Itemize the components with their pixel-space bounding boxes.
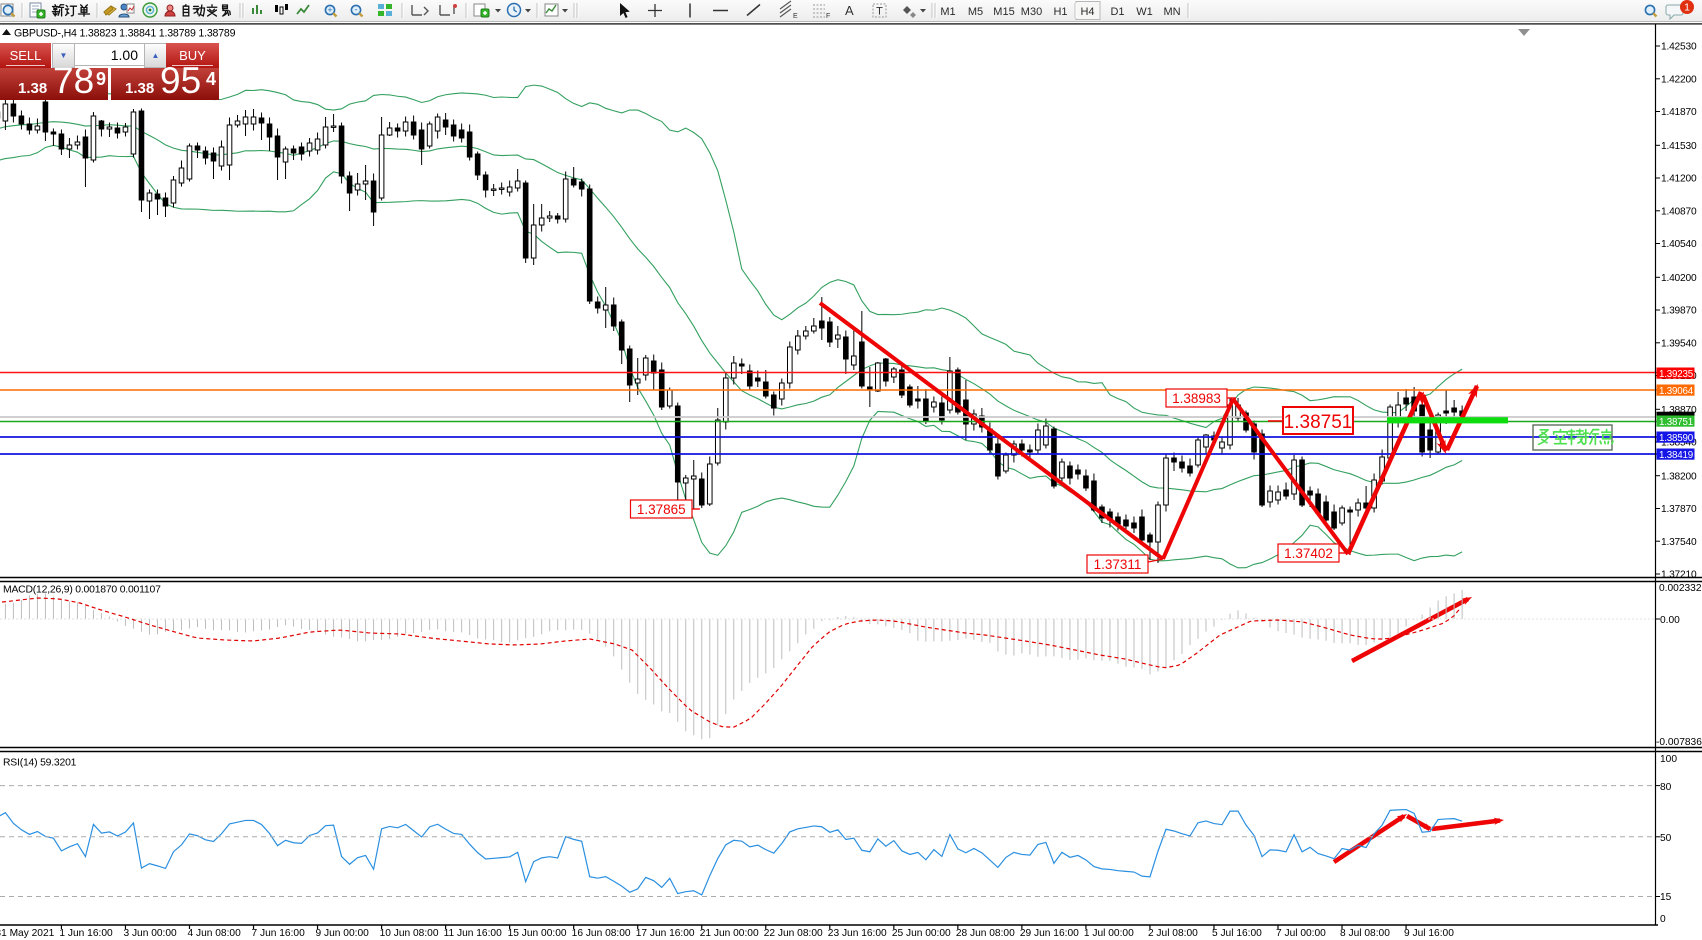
svg-text:1.38751: 1.38751: [1659, 417, 1693, 428]
svg-text:M15: M15: [993, 6, 1014, 18]
svg-text:A: A: [845, 3, 854, 18]
svg-text:22 Jun 08:00: 22 Jun 08:00: [764, 928, 823, 939]
svg-text:1.37402: 1.37402: [1284, 546, 1333, 561]
svg-text:1.40200: 1.40200: [1661, 273, 1697, 284]
svg-text:11 Jun 16:00: 11 Jun 16:00: [444, 928, 502, 939]
svg-text:1 Jun 16:00: 1 Jun 16:00: [59, 928, 113, 939]
svg-text:9 Jun 00:00: 9 Jun 00:00: [316, 928, 370, 939]
svg-text:1.38200: 1.38200: [1661, 471, 1697, 482]
svg-text:MACD(12,26,9) 0.001870 0.00110: MACD(12,26,9) 0.001870 0.001107: [3, 585, 161, 596]
svg-text:MN: MN: [1163, 6, 1180, 18]
svg-text:E: E: [793, 13, 798, 20]
svg-text:10 Jun 08:00: 10 Jun 08:00: [380, 928, 439, 939]
svg-text:1.39064: 1.39064: [1659, 386, 1694, 397]
svg-text:16 Jun 08:00: 16 Jun 08:00: [572, 928, 631, 939]
svg-text:1.38870: 1.38870: [1661, 405, 1697, 416]
svg-text:1.42200: 1.42200: [1661, 74, 1697, 85]
svg-text:M5: M5: [968, 6, 983, 18]
svg-text:H4: H4: [1080, 6, 1094, 18]
svg-text:17 Jun 16:00: 17 Jun 16:00: [636, 928, 695, 939]
svg-text:15: 15: [1660, 892, 1672, 903]
svg-text:1.40870: 1.40870: [1661, 206, 1697, 217]
svg-text:23 Jun 16:00: 23 Jun 16:00: [828, 928, 887, 939]
svg-text:0.002332: 0.002332: [1659, 583, 1702, 594]
svg-text:1.39235: 1.39235: [1659, 369, 1694, 380]
svg-text:31 May 2021: 31 May 2021: [0, 928, 55, 939]
svg-text:9 Jul 16:00: 9 Jul 16:00: [1404, 928, 1454, 939]
svg-text:1.37865: 1.37865: [637, 502, 686, 517]
svg-text:1.37870: 1.37870: [1661, 504, 1697, 515]
svg-text:1 Jul 00:00: 1 Jul 00:00: [1084, 928, 1134, 939]
svg-text:+: +: [327, 5, 332, 15]
svg-text:1.41870: 1.41870: [1661, 107, 1697, 118]
svg-text:1.37210: 1.37210: [1661, 570, 1697, 581]
svg-text:M1: M1: [940, 6, 955, 18]
svg-text:GBPUSD-,H4 1.38823 1.38841 1.: GBPUSD-,H4 1.38823 1.38841 1.38789 1.387…: [14, 28, 236, 40]
svg-text:1.39870: 1.39870: [1661, 306, 1697, 317]
svg-text:5 Jul 16:00: 5 Jul 16:00: [1212, 928, 1262, 939]
svg-text:1.38540: 1.38540: [1661, 438, 1697, 449]
svg-text:W1: W1: [1136, 6, 1153, 18]
svg-text:H1: H1: [1053, 6, 1067, 18]
svg-text:3 Jun 00:00: 3 Jun 00:00: [123, 928, 177, 939]
svg-text:15 Jun 00:00: 15 Jun 00:00: [508, 928, 567, 939]
svg-text:7 Jun 16:00: 7 Jun 16:00: [252, 928, 306, 939]
svg-text:1.38751: 1.38751: [1284, 412, 1353, 433]
svg-text:-: -: [355, 5, 358, 15]
svg-text:-0.007836: -0.007836: [1656, 737, 1702, 748]
svg-text:4 Jun 08:00: 4 Jun 08:00: [187, 928, 241, 939]
svg-text:0: 0: [1660, 914, 1666, 925]
svg-text:100: 100: [1660, 754, 1677, 765]
svg-text:T: T: [876, 6, 883, 18]
svg-text:1: 1: [1684, 2, 1690, 14]
svg-text:1.41200: 1.41200: [1661, 174, 1697, 185]
svg-text:1.37540: 1.37540: [1661, 537, 1697, 548]
svg-text:D1: D1: [1110, 6, 1124, 18]
svg-text:29 Jun 16:00: 29 Jun 16:00: [1020, 928, 1079, 939]
svg-text:28 Jun 08:00: 28 Jun 08:00: [956, 928, 1015, 939]
svg-text:1.38419: 1.38419: [1659, 450, 1693, 461]
svg-text:80: 80: [1660, 782, 1672, 793]
svg-text:21 Jun 00:00: 21 Jun 00:00: [700, 928, 759, 939]
svg-text:25 Jun 00:00: 25 Jun 00:00: [892, 928, 951, 939]
svg-text:RSI(14) 59.3201: RSI(14) 59.3201: [3, 758, 77, 769]
svg-text:M30: M30: [1021, 6, 1042, 18]
svg-text:1.38983: 1.38983: [1172, 391, 1221, 406]
svg-text:1.37311: 1.37311: [1094, 557, 1142, 572]
svg-text:1.42530: 1.42530: [1661, 42, 1697, 53]
svg-text:1.40540: 1.40540: [1661, 239, 1697, 250]
svg-text:7 Jul 00:00: 7 Jul 00:00: [1276, 928, 1326, 939]
svg-text:8 Jul 08:00: 8 Jul 08:00: [1340, 928, 1390, 939]
svg-text:F: F: [826, 13, 830, 20]
svg-text:0.00: 0.00: [1660, 615, 1680, 626]
svg-text:1.38590: 1.38590: [1659, 433, 1694, 444]
svg-text:2 Jul 08:00: 2 Jul 08:00: [1148, 928, 1198, 939]
svg-text:1.41530: 1.41530: [1661, 141, 1697, 152]
svg-text:50: 50: [1660, 833, 1672, 844]
svg-text:1.39540: 1.39540: [1661, 338, 1697, 349]
